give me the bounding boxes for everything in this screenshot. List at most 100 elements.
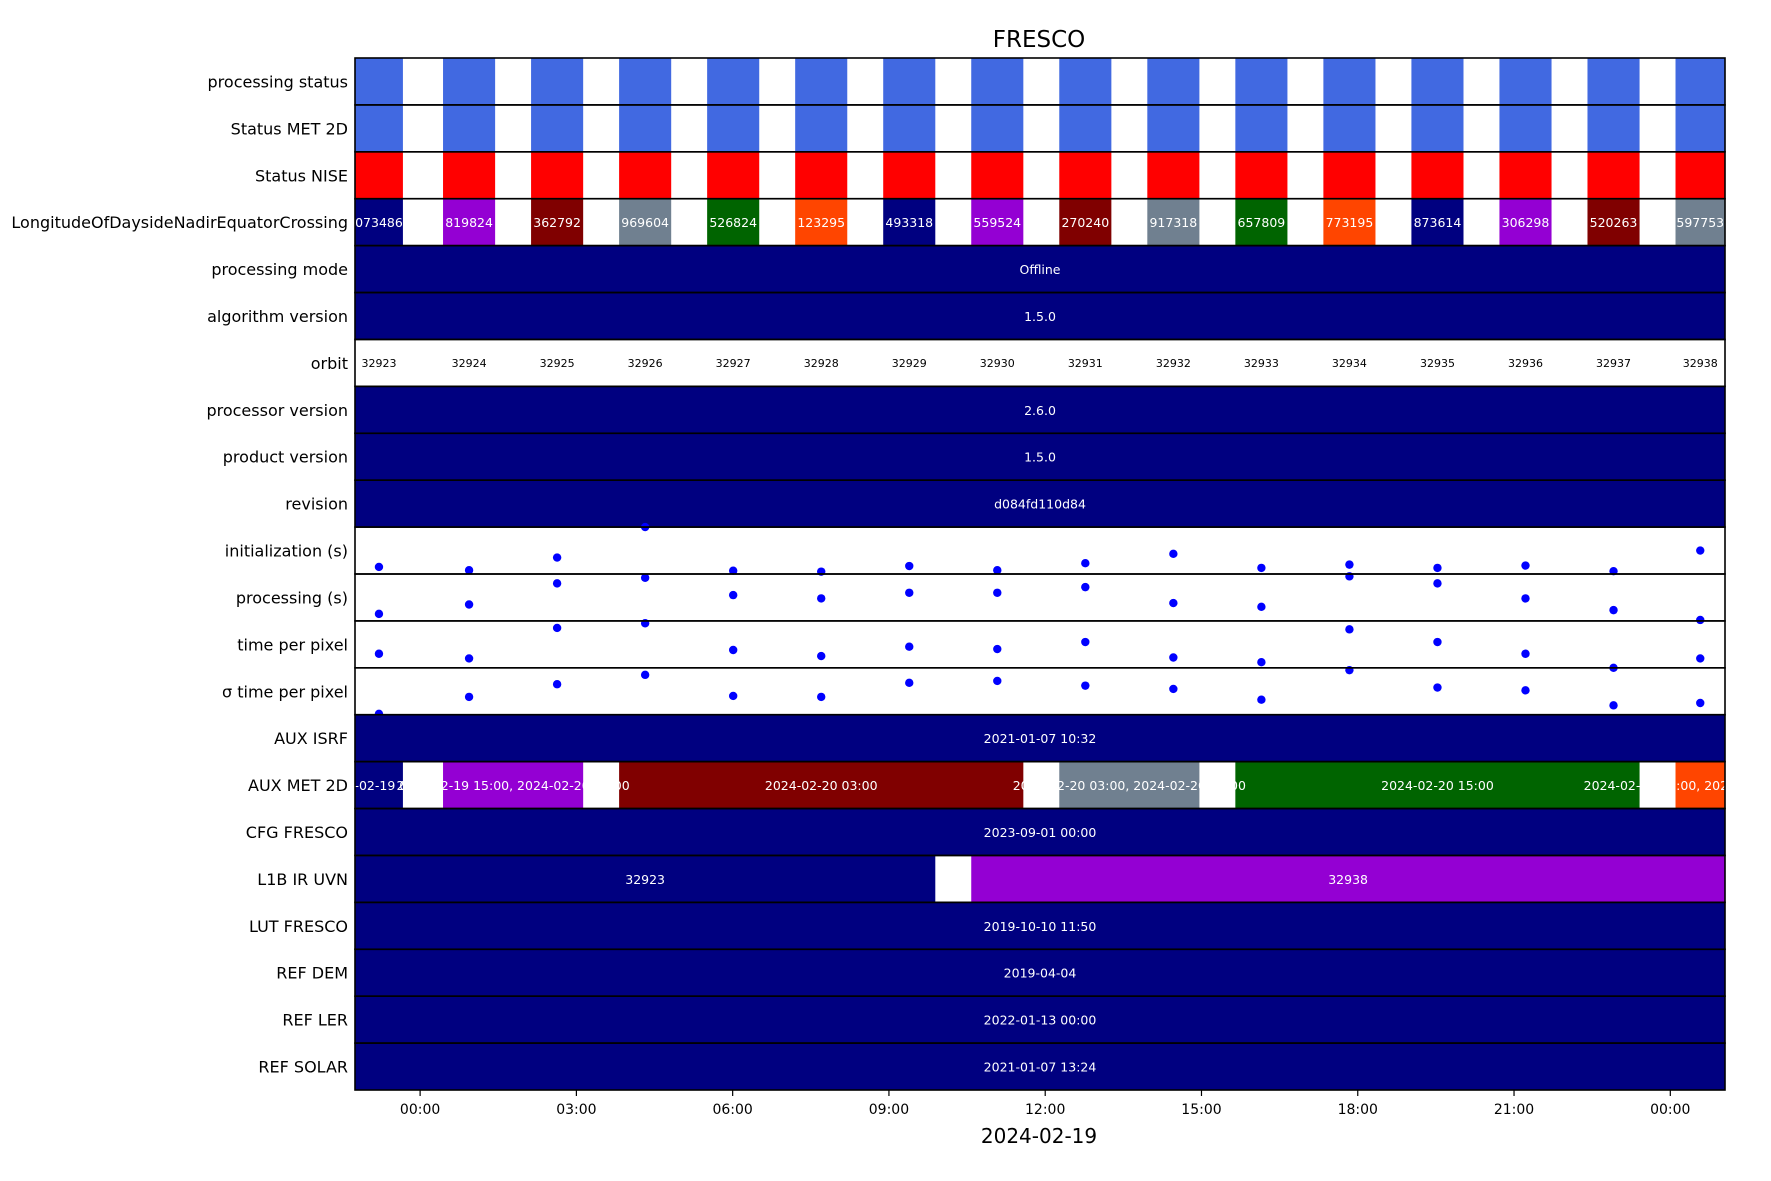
- row-border: [354, 526, 1726, 575]
- longitude-value: 819824: [445, 215, 493, 230]
- data-point: [1257, 602, 1266, 612]
- status-block: [1675, 104, 1725, 152]
- span-segment: [1235, 761, 1640, 809]
- data-point: [728, 566, 738, 575]
- status-block: [1323, 151, 1376, 199]
- plot-area: 073486 819824 362792 969604 526824 123295 4933…: [323, 58, 1771, 1090]
- data-point: [1257, 563, 1266, 573]
- data-point: [1169, 684, 1178, 694]
- span-label: 2024-02-19 15:00, 2024-02-20 03:00: [396, 778, 629, 793]
- span-label: 2022-01-13 00:00: [984, 1013, 1097, 1028]
- longitude-value: 597753: [1676, 215, 1724, 230]
- status-block: [1587, 58, 1640, 105]
- data-point: [1609, 605, 1618, 615]
- data-point: [993, 566, 1002, 575]
- row-label-orbit: orbit: [311, 354, 348, 373]
- orbit-number: 32927: [716, 357, 751, 370]
- row-label-aux-isrf: AUX ISRF: [274, 729, 348, 748]
- orbit-number: 32930: [980, 357, 1015, 370]
- data-point: [1696, 654, 1705, 663]
- row-label-processing-mode: processing mode: [211, 260, 348, 279]
- longitude-value: 873614: [1414, 215, 1462, 230]
- orbit-number: 32925: [540, 357, 575, 370]
- row-label-processing-s: processing (s): [236, 588, 348, 607]
- span-label: 2019-10-10 11:50: [984, 919, 1097, 934]
- data-point: [464, 600, 474, 609]
- longitude-block: [795, 198, 848, 246]
- data-point: [464, 692, 474, 702]
- row-label-processing-status: processing status: [208, 72, 348, 91]
- data-point: [1696, 615, 1705, 625]
- row-label-algorithm-version: algorithm version: [207, 307, 348, 326]
- status-block: [1147, 151, 1200, 199]
- status-block: [795, 104, 848, 152]
- span-label: 1.5.0: [1024, 450, 1056, 465]
- status-block: [1587, 104, 1640, 152]
- status-block: [1235, 104, 1288, 152]
- span-segment: [355, 292, 1725, 340]
- longitude-value: 270240: [1061, 215, 1109, 230]
- span-segment: [355, 433, 1725, 481]
- orbit-number: 32935: [1420, 357, 1455, 370]
- span-segment: [443, 761, 584, 809]
- status-block: [1323, 104, 1376, 152]
- longitude-block: [883, 198, 936, 246]
- status-block: [1499, 104, 1552, 152]
- row-labels: processing status Status MET 2D Status NIS…: [11, 72, 348, 1076]
- data-point: [552, 680, 562, 689]
- status-block: [883, 58, 936, 105]
- orbit-number: 32938: [1683, 357, 1718, 370]
- status-block: [443, 58, 496, 105]
- x-tick-label: 06:00: [712, 1102, 752, 1118]
- data-point: [905, 588, 914, 597]
- x-tick-label: 09:00: [869, 1102, 909, 1118]
- status-block: [355, 58, 403, 105]
- status-block: [355, 151, 403, 199]
- longitude-block: [1499, 198, 1552, 246]
- span-label: 2024-02-20 15:00, 2024-02-21 03:00: [1584, 778, 1771, 793]
- status-block: [795, 151, 848, 199]
- x-tick-label: 03:00: [556, 1102, 596, 1118]
- status-block: [1235, 58, 1288, 105]
- status-block: [1587, 151, 1640, 199]
- span-segment: [1675, 761, 1725, 809]
- longitude-value: 657809: [1238, 215, 1286, 230]
- row-label-processor-version: processor version: [206, 401, 348, 420]
- data-point: [993, 588, 1002, 597]
- status-block: [883, 151, 936, 199]
- data-point: [374, 609, 384, 619]
- span-segment: [355, 386, 1725, 434]
- status-block: [1059, 58, 1112, 105]
- chart-title: FRESCO: [993, 27, 1086, 53]
- status-block: [619, 58, 672, 105]
- status-block: [1411, 151, 1464, 199]
- row-label-lut-fresco: LUT FRESCO: [249, 917, 348, 936]
- orbit-number: 32928: [804, 357, 839, 370]
- data-point: [1169, 653, 1178, 662]
- row-borders: [354, 57, 1726, 1091]
- span-label: 2024-02-19 03:00: [323, 778, 436, 793]
- row-label-product-version: product version: [223, 448, 348, 467]
- longitude-value: 526824: [709, 215, 757, 230]
- data-point: [374, 562, 384, 572]
- status-block: [883, 104, 936, 152]
- span-label: d084fd110d84: [994, 497, 1086, 512]
- row-label-ref-solar: REF SOLAR: [258, 1058, 348, 1077]
- longitude-block: [971, 198, 1024, 246]
- orbit-number: 32926: [628, 357, 663, 370]
- status-block: [443, 151, 496, 199]
- span-label: 32938: [1328, 872, 1368, 887]
- status-block: [1411, 104, 1464, 152]
- span-segment: [355, 996, 1725, 1044]
- span-segment: [355, 902, 1725, 950]
- longitude-value: 123295: [797, 215, 845, 230]
- status-block: [619, 104, 672, 152]
- x-tick-label: 12:00: [1025, 1102, 1065, 1118]
- x-tick-label: 18:00: [1338, 1102, 1378, 1118]
- longitude-block: [1411, 198, 1464, 246]
- row-label-status-nise: Status NISE: [255, 166, 348, 185]
- longitude-block: [443, 198, 496, 246]
- span-label: 32923: [625, 872, 665, 887]
- orbit-number: 32933: [1244, 357, 1279, 370]
